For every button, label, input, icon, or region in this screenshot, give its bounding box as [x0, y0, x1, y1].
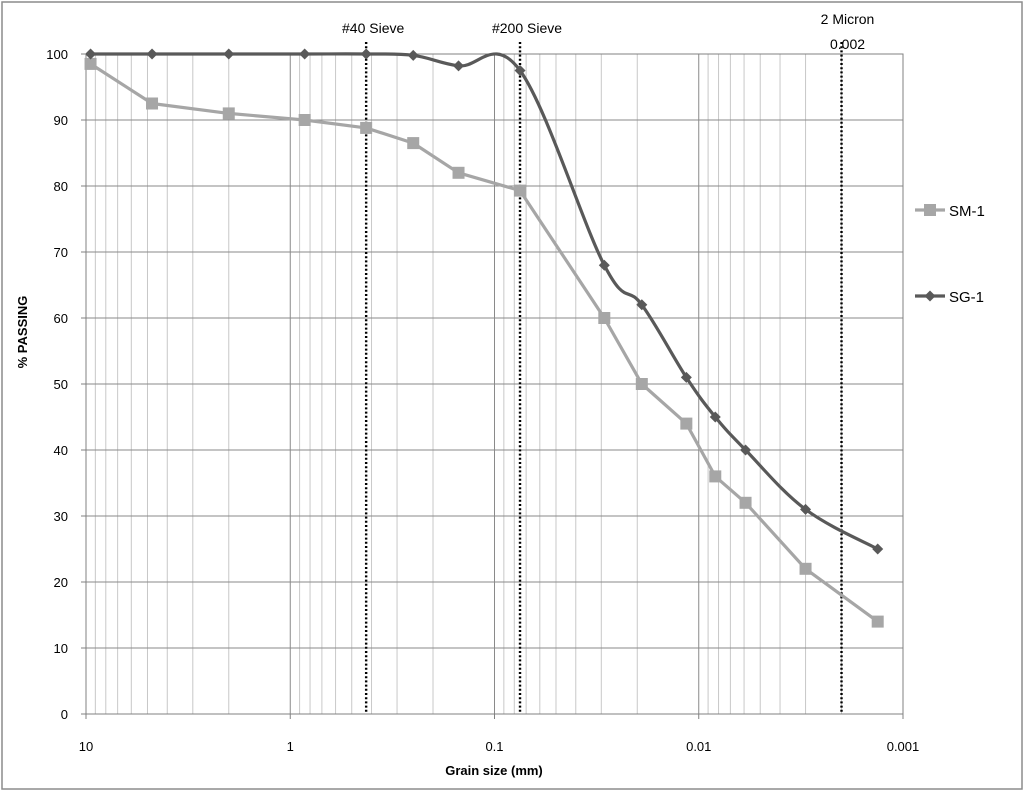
data-point [453, 60, 465, 72]
legend-label: SG-1 [949, 289, 984, 306]
y-tick-label: 90 [54, 113, 68, 128]
data-point [407, 137, 420, 150]
y-tick-label: 10 [54, 641, 68, 656]
data-point [407, 49, 419, 61]
x-tick-label: 10 [79, 739, 93, 754]
data-point [299, 48, 311, 60]
series-layer [84, 48, 884, 628]
data-point [514, 184, 527, 197]
data-point [872, 543, 884, 555]
y-tick-label: 30 [54, 509, 68, 524]
data-point [680, 371, 692, 383]
y-tick-label: 20 [54, 575, 68, 590]
data-point [635, 378, 648, 390]
data-point [598, 259, 610, 271]
x-tick-label: 0.1 [485, 739, 503, 754]
y-tick-label: 0 [61, 707, 68, 722]
data-point [709, 470, 722, 483]
x-tick-label: 0.01 [686, 739, 711, 754]
y-tick-label: 70 [54, 245, 68, 260]
x-tick-label: 0.001 [887, 739, 920, 754]
reference-label: #200 Sieve [492, 20, 562, 36]
reference-sublabel: 0.002 [830, 36, 865, 52]
series-SM-1 [84, 57, 884, 628]
x-tick-label: 1 [287, 739, 294, 754]
y-tick-label: 40 [54, 443, 68, 458]
data-point [84, 57, 97, 70]
data-point [598, 312, 611, 324]
data-point [799, 562, 812, 575]
legend-swatch-marker [924, 204, 936, 216]
y-tick-label: 100 [46, 47, 68, 62]
data-point [452, 166, 465, 179]
gridlines [85, 53, 904, 715]
data-point [222, 107, 235, 120]
y-tick-label: 60 [54, 311, 68, 326]
data-point [223, 48, 235, 60]
series-SG-1 [85, 48, 884, 555]
legend-item: SM-1 [915, 203, 985, 220]
data-point [360, 48, 372, 60]
data-point [739, 496, 752, 509]
y-tick-label: 50 [54, 377, 68, 392]
data-point [800, 503, 812, 515]
data-point [146, 48, 158, 60]
data-point [146, 97, 159, 110]
y-axis-title: % PASSING [15, 296, 30, 369]
reference-label: #40 Sieve [342, 20, 404, 36]
reference-label: 2 Micron [821, 11, 875, 27]
data-point [680, 417, 693, 430]
legend-label: SM-1 [949, 203, 985, 220]
axes: 0 10 20 30 40 50 60 70 80 90 100 10 1 0.1 0.01 0.001 [46, 47, 919, 754]
x-axis-title: Grain size (mm) [445, 763, 543, 778]
data-point [709, 411, 721, 423]
data-point [636, 299, 648, 311]
legend: SM-1 SG-1 [915, 203, 985, 306]
series-line [90, 52, 879, 551]
data-point [298, 114, 311, 126]
data-point [740, 444, 752, 456]
legend-swatch-marker [924, 290, 936, 302]
legend-item: SG-1 [915, 289, 984, 306]
data-point [871, 615, 884, 628]
y-tick-label: 80 [54, 179, 68, 194]
data-point [514, 65, 526, 76]
reference-lines: #40 Sieve #200 Sieve 2 Micron 0.002 [342, 11, 874, 714]
data-point [85, 48, 97, 60]
data-point [360, 121, 373, 134]
